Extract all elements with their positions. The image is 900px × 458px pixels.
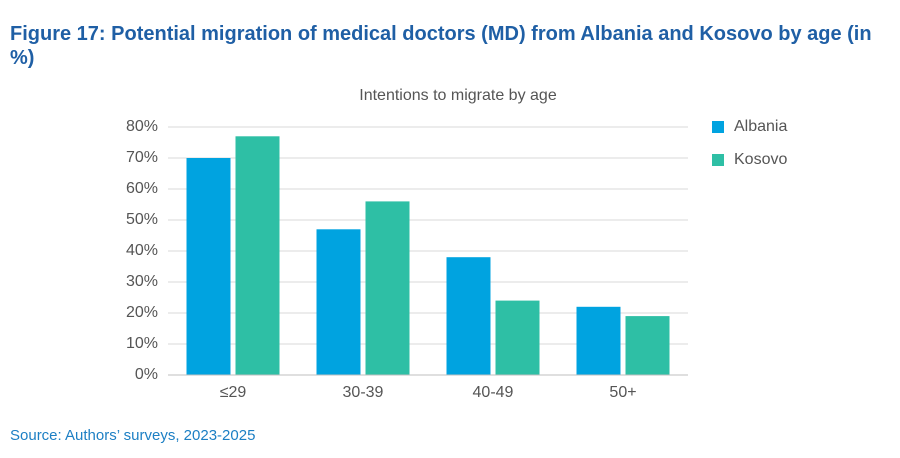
y-tick-label: 40% [126,242,158,259]
y-tick-label: 30% [126,273,158,290]
bar [186,158,231,375]
x-tick-label: ≤29 [220,384,247,401]
y-tick-label: 80% [126,118,158,135]
legend-label: Albania [734,118,787,135]
chart: Intentions to migrate by age 0% 10% 20% 30%… [126,87,788,401]
bar [235,136,280,375]
chart-title: Intentions to migrate by age [359,87,557,104]
bar [576,306,621,375]
y-tick-label: 60% [126,180,158,197]
y-tick-label: 70% [126,149,158,166]
bar [446,257,491,375]
source: Source: Authors’ surveys, 2023-2025 [10,427,256,444]
y-tick-label: 50% [126,211,158,228]
bar [365,201,410,375]
legend-label: Kosovo [734,151,787,168]
x-tick-label: 30-39 [343,384,384,401]
y-tick-label: 20% [126,304,158,321]
y-tick-label: 0% [135,366,158,383]
x-tick-label: 40-49 [473,384,514,401]
bar [625,316,670,375]
y-tick-label: 10% [126,335,158,352]
legend-swatch [712,154,724,166]
bar [495,300,540,375]
figure-title: Figure 17: Potential migration of medica… [10,23,872,69]
legend-swatch [712,121,724,133]
bar [316,229,361,375]
x-tick-label: 50+ [609,384,636,401]
